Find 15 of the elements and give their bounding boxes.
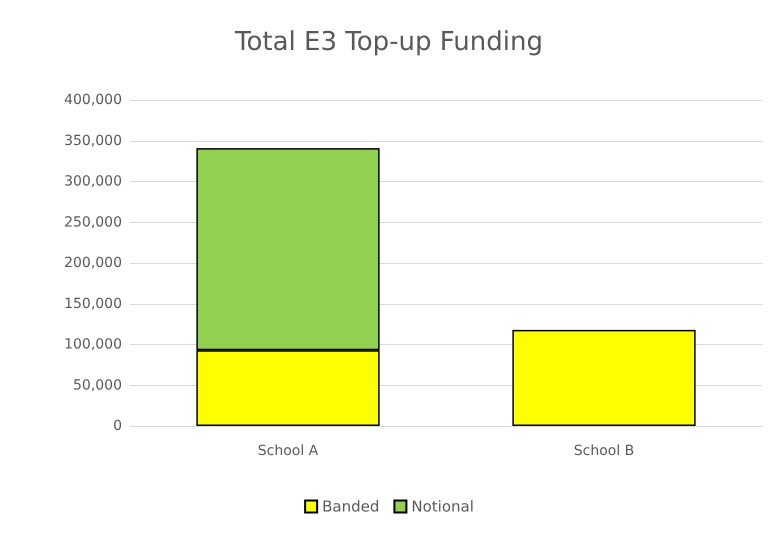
y-tick-label: 200,000 xyxy=(64,255,122,271)
y-tick-label: 50,000 xyxy=(73,377,122,394)
y-tick-label: 350,000 xyxy=(64,132,122,149)
y-tick-label: 250,000 xyxy=(64,214,122,230)
y-tick-label: 0 xyxy=(113,418,122,434)
y-tick-label: 400,000 xyxy=(64,92,122,108)
bar xyxy=(512,330,696,426)
x-tick-label: School A xyxy=(258,443,319,459)
chart-title: Total E3 Top-up Funding xyxy=(234,27,543,57)
legend-label: Notional xyxy=(411,498,474,516)
y-tick-label: 300,000 xyxy=(64,174,122,190)
x-tick-label: School B xyxy=(574,443,634,459)
y-tick-label: 150,000 xyxy=(64,296,122,312)
y-tick-label: 100,000 xyxy=(64,336,122,352)
legend-label: Banded xyxy=(322,498,380,516)
